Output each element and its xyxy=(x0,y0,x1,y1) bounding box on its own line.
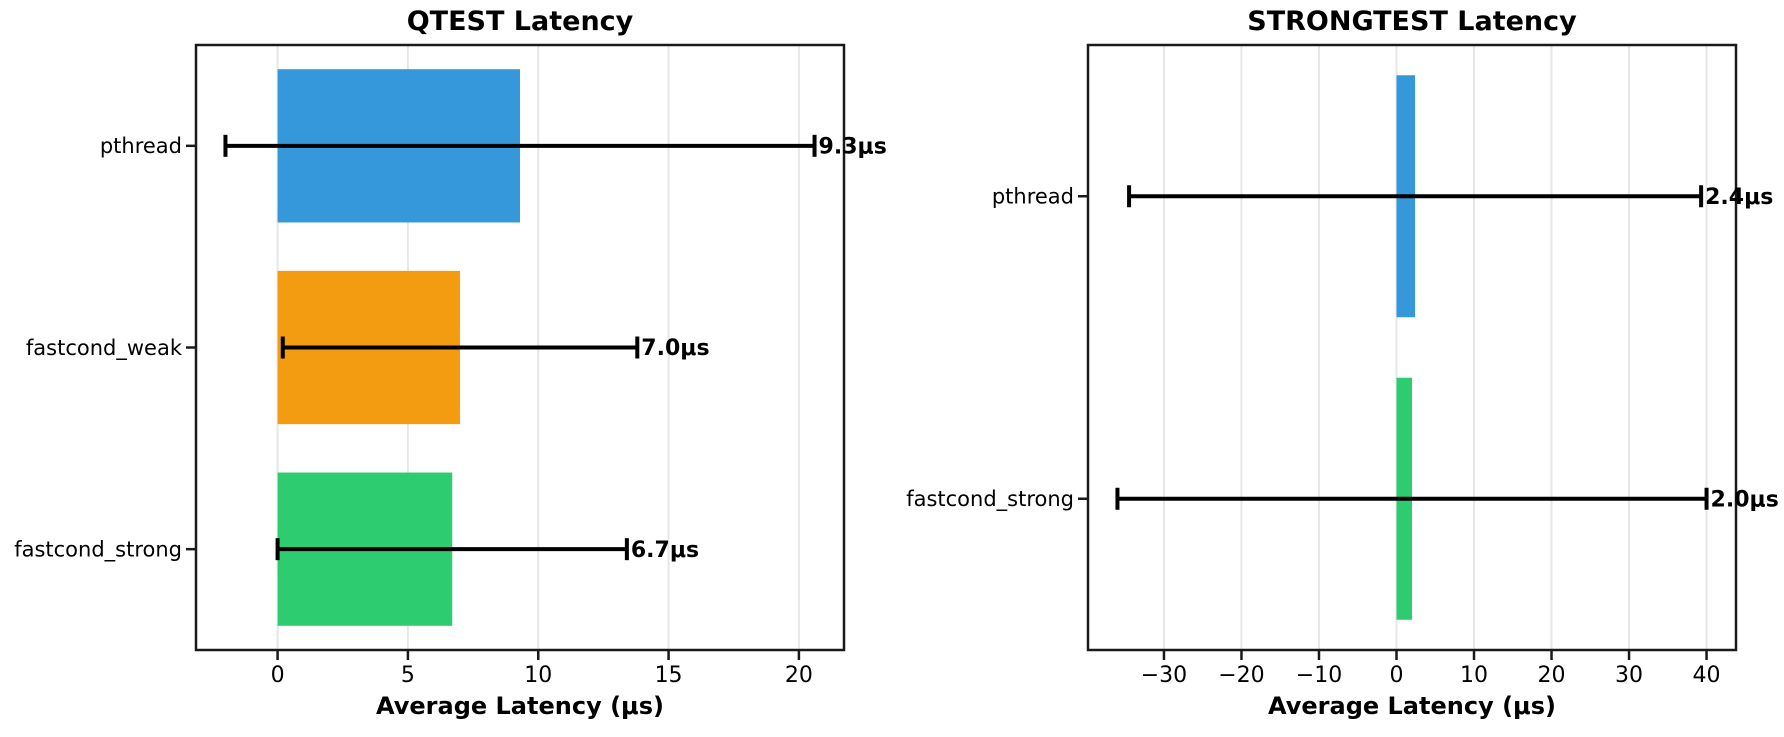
x-tick-label: 10 xyxy=(524,663,552,688)
x-tick-label: −30 xyxy=(1141,663,1187,688)
qtest-chart-svg: 0 5 10 15 20 pthread fastcond_weak fastcond_str… xyxy=(14,6,887,720)
x-tick-label: 30 xyxy=(1615,663,1643,688)
y-tick-label-pthread: pthread xyxy=(100,134,182,158)
y-tick-label-fastcond_weak: fastcond_weak xyxy=(26,336,183,361)
x-axis-label: Average Latency (μs) xyxy=(1268,692,1556,720)
x-axis-label: Average Latency (μs) xyxy=(376,692,664,720)
bar-value-label: 2.4μs xyxy=(1705,185,1773,210)
plot-border xyxy=(1086,43,1738,652)
strongtest-chart-svg: −30 −20 −10 0 10 20 30 40 pthread fastcond_strong… xyxy=(906,6,1779,720)
chart-title: QTEST Latency xyxy=(407,6,634,37)
x-tick-label: 0 xyxy=(271,663,285,688)
x-tick-label: 15 xyxy=(655,663,683,688)
x-tick-label: 0 xyxy=(1389,663,1403,688)
bar-value-label: 7.0μs xyxy=(641,336,709,361)
chart-title: STRONGTEST Latency xyxy=(1247,6,1577,37)
y-tick-label-fastcond_strong: fastcond_strong xyxy=(906,487,1074,512)
strongtest-chart-panel: −30 −20 −10 0 10 20 30 40 pthread fastcond_strong… xyxy=(892,0,1784,733)
x-tick-label: 5 xyxy=(401,663,415,688)
bar-value-label: 2.0μs xyxy=(1711,487,1779,512)
y-tick-label-pthread: pthread xyxy=(992,185,1074,209)
bar-value-label: 6.7μs xyxy=(631,538,699,563)
x-tick-label: −10 xyxy=(1296,663,1342,688)
x-tick-label: −20 xyxy=(1218,663,1264,688)
y-tick-label-fastcond_strong: fastcond_strong xyxy=(14,538,182,563)
qtest-chart-panel: 0 5 10 15 20 pthread fastcond_weak fastcond_str… xyxy=(0,0,892,733)
x-tick-label: 20 xyxy=(785,663,813,688)
bar-value-label: 9.3μs xyxy=(819,135,887,160)
x-tick-label: 20 xyxy=(1538,663,1566,688)
x-tick-label: 10 xyxy=(1460,663,1488,688)
x-tick-label: 40 xyxy=(1693,663,1721,688)
